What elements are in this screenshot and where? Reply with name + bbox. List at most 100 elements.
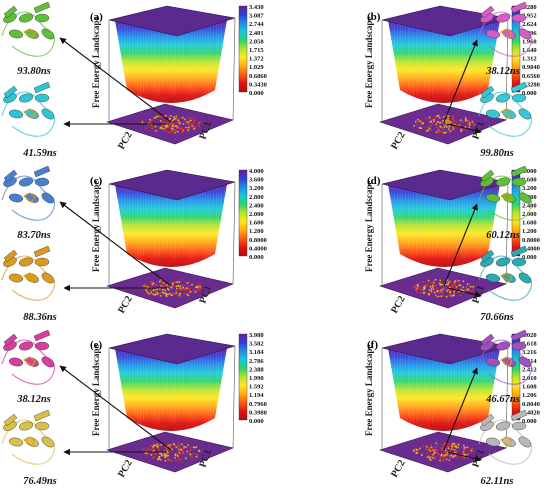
colorbar-tick-label: 1.968 [522, 38, 537, 45]
colorbar-tick-label: 0.000 [522, 254, 537, 261]
pointer-arrow [443, 203, 478, 287]
pointer-arrow [59, 37, 172, 123]
panel-a: Free Energy LandscapePC1PC23.4303.0872.7… [1, 1, 267, 159]
colorbar-tick-label: 1.200 [249, 228, 264, 235]
z-axis-label: Free Energy Landscape [364, 345, 374, 436]
colorbar-tick-label: 0.000 [249, 418, 264, 425]
y-axis-label: PC2 [389, 130, 408, 151]
colorbar-tick-label: 0.4020 [522, 409, 540, 416]
protein-structure-icon [1, 329, 56, 385]
colorbar [238, 169, 248, 257]
y-axis-label: PC2 [116, 294, 135, 315]
timestamp-label: 46.67ns [485, 394, 520, 405]
z-axis-label: Free Energy Landscape [364, 17, 374, 108]
panel-d: Free Energy LandscapePC1PC24.0003.6003.2… [364, 165, 540, 323]
panel-b: Free Energy LandscapePC1PC23.2802.9522.6… [364, 1, 540, 159]
protein-structure-icon [1, 165, 56, 221]
colorbar-tick-label: 3.087 [249, 13, 264, 20]
pointer-arrow [447, 287, 482, 298]
z-axis-label: Free Energy Landscape [91, 345, 101, 436]
pointer-arrow [447, 123, 482, 134]
z-axis-label: Free Energy Landscape [364, 181, 374, 272]
colorbar-tick-label: 0.8000 [249, 237, 267, 244]
colorbar-tick-label: 3.600 [249, 177, 264, 184]
colorbar-tick-label: 3.184 [249, 349, 264, 356]
colorbar-tick-label: 1.600 [249, 220, 264, 227]
panel-label: (b) [367, 11, 381, 23]
colorbar-tick-label: 0.000 [249, 90, 264, 97]
pointer-arrow [447, 451, 482, 462]
timestamp-label: 76.49ns [23, 476, 57, 487]
timestamp-label: 41.59ns [22, 148, 57, 159]
colorbar-tick-label: 2.401 [249, 30, 264, 37]
colorbar-tick-label: 1.200 [522, 228, 537, 235]
colorbar-tick-label: 3.200 [249, 185, 264, 192]
colorbar-tick-label: 1.715 [249, 47, 264, 54]
pointer-arrow [443, 367, 478, 451]
protein-structure-icon [478, 1, 533, 57]
colorbar-tick-label: 2.400 [522, 202, 537, 209]
colorbar-tick-label: 1.608 [522, 384, 537, 391]
colorbar-tick-label: 2.952 [522, 13, 537, 20]
colorbar-tick-label: 0.3980 [249, 409, 267, 416]
colorbar-tick-label: 4.000 [522, 168, 537, 175]
z-axis-label: Free Energy Landscape [91, 181, 101, 272]
colorbar-tick-label: 2.624 [522, 21, 537, 28]
timestamp-label: 88.36ns [23, 312, 57, 323]
colorbar [238, 5, 248, 93]
colorbar-tick-label: 1.592 [249, 384, 264, 391]
y-axis-label: PC2 [116, 458, 135, 479]
panel-label: (a) [90, 11, 103, 23]
colorbar-tick-label: 1.640 [522, 47, 537, 54]
colorbar-tick-label: 0.3280 [522, 81, 540, 88]
colorbar-tick-label: 3.280 [522, 4, 537, 11]
colorbar-tick-label: 2.010 [522, 375, 537, 382]
colorbar-tick-label: 2.786 [249, 358, 264, 365]
protein-structure-icon [478, 81, 533, 137]
protein-structure-icon [478, 245, 533, 301]
colorbar-tick-label: 2.744 [249, 21, 264, 28]
colorbar-tick-label: 0.000 [249, 254, 264, 261]
protein-structure-icon [478, 165, 533, 221]
colorbar-tick-label: 1.372 [249, 56, 264, 63]
colorbar-tick-label: 0.4000 [249, 245, 267, 252]
colorbar-tick-label: 1.600 [522, 220, 537, 227]
colorbar-tick-label: 2.412 [522, 366, 537, 373]
pointer-arrow [443, 39, 478, 123]
colorbar-tick-label: 0.3430 [249, 81, 267, 88]
panel-label: (d) [367, 175, 381, 187]
colorbar-tick-label: 3.618 [522, 341, 537, 348]
colorbar-tick-label: 0.000 [522, 90, 537, 97]
colorbar-tick-label: 1.194 [249, 392, 264, 399]
panel-label: (e) [90, 339, 103, 351]
colorbar-tick-label: 1.029 [249, 64, 264, 71]
colorbar-tick-label: 3.430 [249, 4, 264, 11]
colorbar-tick-label: 0.8000 [522, 237, 540, 244]
colorbar-tick-label: 1.312 [522, 56, 537, 63]
protein-structure-icon [1, 245, 56, 301]
y-axis-label: PC2 [116, 130, 135, 151]
y-axis-label: PC2 [389, 294, 408, 315]
colorbar-tick-label: 2.400 [249, 202, 264, 209]
colorbar-tick-label: 3.200 [522, 185, 537, 192]
protein-structure-icon [1, 409, 56, 465]
colorbar-tick-label: 2.388 [249, 366, 264, 373]
timestamp-label: 38.12ns [485, 66, 520, 77]
colorbar-tick-label: 0.8040 [522, 401, 540, 408]
pointer-arrow [59, 365, 172, 451]
panel-f: Free Energy LandscapePC1PC24.0203.6183.2… [364, 329, 540, 487]
energy-surface [106, 5, 236, 145]
panel-label: (c) [90, 175, 103, 187]
timestamp-label: 62.11ns [481, 476, 514, 487]
colorbar-tick-label: 0.9840 [522, 64, 540, 71]
colorbar-tick-label: 3.980 [249, 332, 264, 339]
colorbar-tick-label: 0.4000 [522, 245, 540, 252]
colorbar-tick-label: 0.6560 [522, 73, 540, 80]
protein-structure-icon [478, 409, 533, 465]
colorbar-tick-label: 0.000 [522, 418, 537, 425]
pointer-arrow [59, 201, 172, 287]
colorbar-tick-label: 2.000 [522, 211, 537, 218]
timestamp-label: 60.12ns [486, 230, 520, 241]
timestamp-label: 99.80ns [480, 148, 514, 159]
